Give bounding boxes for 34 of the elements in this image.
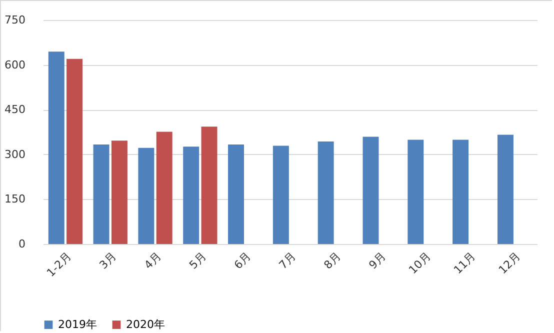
x-tick-label: 12月 <box>496 250 524 277</box>
x-tick-label: 7月 <box>276 250 298 272</box>
x-tick-label: 1-2月 <box>44 250 74 280</box>
y-tick-label: 750 <box>4 14 26 26</box>
bar <box>138 148 154 244</box>
bar <box>362 136 379 244</box>
bar <box>452 140 469 244</box>
bar <box>318 142 334 244</box>
y-tick-label: 600 <box>4 58 26 72</box>
bar <box>272 146 289 244</box>
bar <box>497 134 514 244</box>
bar <box>156 132 172 244</box>
x-tick-label: 3月 <box>96 250 119 272</box>
bar <box>201 126 218 244</box>
y-tick-label: 450 <box>4 103 26 116</box>
y-tick-label: 150 <box>4 192 26 206</box>
y-tick-label: 300 <box>4 148 26 161</box>
bar <box>48 52 64 244</box>
legend-label: 2019年 <box>58 318 97 331</box>
x-tick-label: 6月 <box>232 250 254 272</box>
x-tick-label: 8月 <box>321 250 344 272</box>
bar <box>66 58 83 244</box>
bar <box>228 144 244 244</box>
x-tick-label: 5月 <box>186 250 209 272</box>
bar <box>111 140 128 244</box>
x-tick-label: 4月 <box>142 250 164 272</box>
x-tick-label: 9月 <box>366 250 388 272</box>
bar <box>183 146 200 244</box>
y-tick-label: 0 <box>18 238 26 250</box>
bar <box>408 140 424 244</box>
legend-label: 2020年 <box>126 318 165 331</box>
x-tick-label: 11月 <box>451 250 478 277</box>
x-tick-label: 10月 <box>406 250 434 277</box>
bar <box>93 144 110 244</box>
